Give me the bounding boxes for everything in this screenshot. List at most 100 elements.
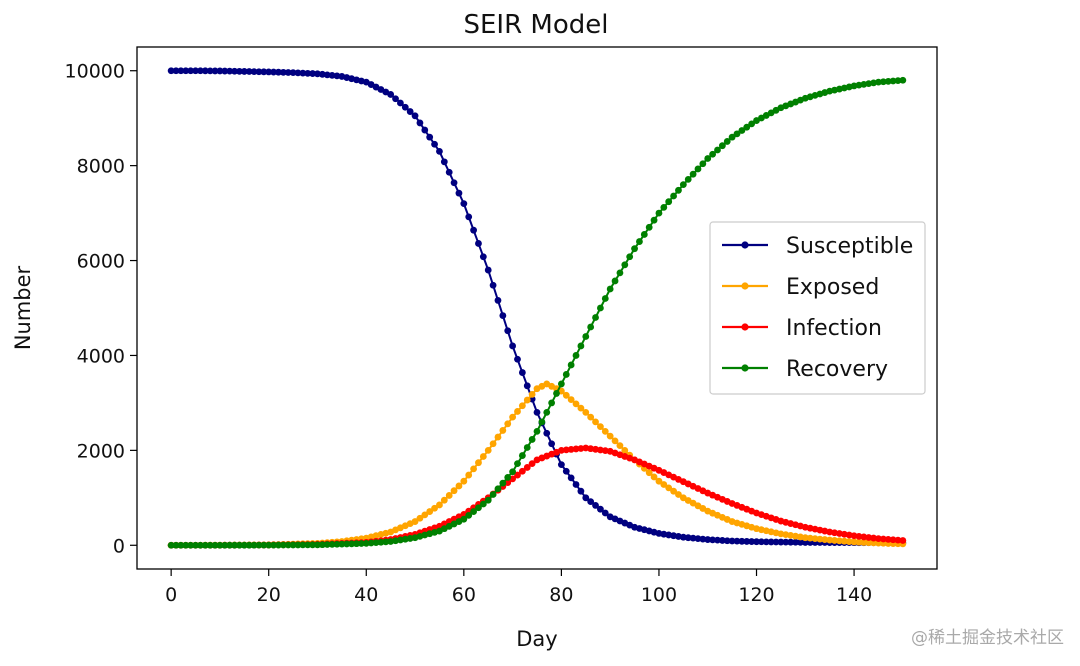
- susceptible-point: [743, 538, 751, 545]
- legend-box: [709, 221, 926, 395]
- susceptible-point: [445, 168, 453, 176]
- exposed-point: [465, 471, 473, 479]
- recovery-point: [504, 474, 512, 481]
- recovery-point: [294, 541, 302, 549]
- recovery-point: [250, 541, 258, 549]
- recovery-point: [689, 170, 697, 178]
- recovery-point: [182, 541, 190, 549]
- susceptible-point: [206, 67, 214, 75]
- recovery-point: [748, 120, 756, 128]
- susceptible-point: [597, 505, 604, 513]
- susceptible-point: [431, 140, 438, 148]
- exposed-point: [616, 442, 624, 450]
- exposed-point: [806, 534, 814, 542]
- recovery-point: [616, 269, 624, 277]
- susceptible-point: [236, 67, 243, 75]
- susceptible-point: [479, 253, 487, 261]
- recovery-point: [543, 409, 551, 416]
- recovery-point: [660, 204, 668, 211]
- legend-label-exposed: Exposed: [786, 275, 879, 300]
- exposed-point: [431, 504, 438, 512]
- recovery-point: [260, 541, 268, 549]
- legend-entry-exposed: Exposed: [722, 275, 879, 300]
- recovery-point: [645, 223, 653, 231]
- recovery-point: [362, 539, 370, 547]
- recovery-point: [353, 540, 360, 548]
- infection-point: [572, 445, 580, 453]
- recovery-point: [640, 231, 648, 238]
- recovery-point: [314, 541, 321, 549]
- susceptible-point: [787, 538, 795, 546]
- susceptible-point: [514, 355, 521, 363]
- susceptible-point: [406, 108, 414, 115]
- susceptible-point: [211, 67, 219, 75]
- recovery-point: [514, 460, 521, 468]
- susceptible-point: [416, 119, 424, 127]
- exposed-point: [523, 396, 531, 404]
- recovery-point: [606, 285, 614, 293]
- susceptible-point: [197, 67, 204, 75]
- susceptible-point: [450, 179, 458, 187]
- y-tick-label: 10000: [65, 61, 125, 83]
- recovery-point: [723, 138, 731, 145]
- x-tick-label: 100: [641, 584, 677, 606]
- watermark: @稀土掘金技术社区: [911, 628, 1064, 648]
- exposed-point: [577, 404, 585, 412]
- susceptible-point: [484, 266, 492, 274]
- recovery-point: [318, 541, 326, 549]
- recovery-point: [284, 541, 292, 549]
- y-axis-label: Number: [11, 265, 35, 350]
- x-axis-label: Day: [516, 627, 557, 651]
- recovery-point: [548, 399, 556, 407]
- susceptible-point: [567, 474, 575, 482]
- exposed-point: [660, 481, 668, 488]
- susceptible-point: [738, 537, 746, 545]
- exposed-point: [470, 465, 477, 473]
- recovery-point: [879, 78, 887, 86]
- susceptible-point: [411, 112, 419, 120]
- susceptible-point: [289, 69, 297, 77]
- susceptible-point: [231, 67, 238, 75]
- susceptible-point: [172, 67, 180, 75]
- exposed-point: [518, 402, 526, 410]
- susceptible-point: [782, 538, 790, 546]
- recovery-point: [509, 468, 517, 476]
- exposed-point: [597, 423, 604, 431]
- infection-point: [899, 537, 907, 544]
- susceptible-point: [240, 68, 248, 75]
- susceptible-point: [587, 498, 595, 506]
- legend-swatch-marker: [741, 282, 749, 290]
- recovery-point: [699, 160, 707, 168]
- susceptible-point: [387, 91, 395, 98]
- susceptible-point: [772, 538, 780, 546]
- recovery-point: [572, 352, 580, 359]
- recovery-point: [328, 540, 336, 548]
- susceptible-point: [714, 536, 721, 544]
- recovery-point: [875, 78, 882, 86]
- exposed-point: [870, 539, 877, 547]
- recovery-point: [206, 541, 214, 549]
- susceptible-point: [440, 158, 448, 166]
- recovery-point: [270, 541, 277, 549]
- series-recovery: [167, 76, 907, 549]
- recovery-point: [343, 540, 351, 548]
- exposed-point: [592, 418, 599, 426]
- recovery-point: [728, 133, 736, 141]
- exposed-point: [440, 496, 448, 504]
- recovery-point: [172, 541, 180, 549]
- exposed-point: [479, 453, 487, 460]
- recovery-point: [460, 515, 468, 523]
- recovery-point: [309, 541, 317, 549]
- recovery-point: [333, 540, 341, 548]
- susceptible-point: [792, 538, 799, 546]
- x-tick-label: 20: [257, 584, 281, 606]
- infection-point: [889, 536, 897, 544]
- infection-point: [557, 446, 565, 454]
- y-tick-label: 6000: [77, 251, 125, 273]
- exposed-point: [650, 473, 658, 481]
- susceptible-point: [582, 494, 590, 502]
- recovery-point: [557, 380, 565, 388]
- infection-point: [514, 471, 521, 479]
- exposed-point: [836, 537, 843, 545]
- recovery-point: [538, 418, 546, 426]
